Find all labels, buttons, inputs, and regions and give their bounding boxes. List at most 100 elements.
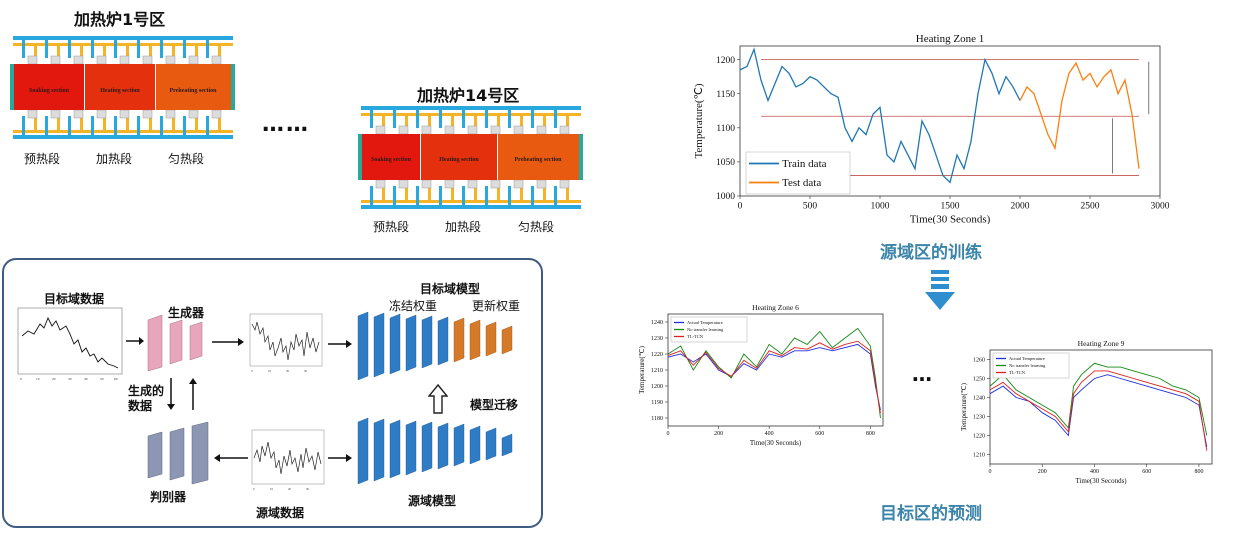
x-tick-label: 0	[989, 469, 992, 475]
y-tick-label: 1210	[651, 368, 663, 374]
furnace14-label-1: 加热段	[445, 220, 482, 234]
chart-title: Heating Zone 6	[752, 303, 799, 312]
furnace1-label-1: 加热段	[96, 152, 133, 166]
chart-heating-zone-9: Heating Zone 9 0 200 400 600 800 1210 1220 1230 1…	[960, 339, 1213, 485]
svg-text:0: 0	[251, 369, 253, 373]
target-model-blocks	[357, 311, 513, 380]
chart-title: Heating Zone 9	[1078, 339, 1125, 348]
y-tick-label: 1250	[973, 377, 985, 383]
svg-text:20: 20	[288, 487, 292, 491]
y-tick-label: 1210	[973, 453, 985, 459]
generator-blocks	[147, 314, 203, 372]
y-tick-label: 1150	[716, 90, 735, 100]
legend-box	[745, 151, 851, 195]
svg-text:10: 10	[36, 377, 40, 381]
furnace1-title: 加热炉1号区	[74, 10, 166, 29]
y-axis-label: Temperature(℃)	[693, 83, 705, 158]
y-tick-label: 1240	[973, 396, 985, 402]
legend-entry: TL-TCN	[687, 334, 704, 339]
y-axis-label: Temperature(℃)	[638, 345, 646, 393]
x-tick-label: 1500	[941, 202, 960, 212]
x-tick-label: 0	[667, 431, 670, 437]
series-line-no-transfer-learning	[989, 362, 1208, 436]
svg-text:50: 50	[100, 377, 104, 381]
furnace14-title: 加热炉14号区	[417, 86, 520, 105]
svg-text:30: 30	[306, 487, 310, 491]
svg-text:10: 10	[270, 487, 274, 491]
x-tick-label: 1000	[871, 202, 890, 212]
discriminator-blocks	[147, 421, 209, 485]
x-tick-label: 600	[815, 431, 824, 437]
legend-entry: No transfer learning	[687, 327, 724, 332]
y-tick-label: 1230	[973, 415, 985, 421]
furnace14-preheating-label: Preheating section	[514, 157, 562, 163]
source-data-label: 源域数据	[256, 506, 305, 520]
series-line-train-data	[739, 47, 1021, 184]
furnace14-soaking-label: Soaking section	[371, 157, 412, 163]
generator-label: 生成器	[168, 306, 205, 320]
furnace14-diagram: Soaking section Heating section Preheati…	[358, 106, 583, 209]
x-tick-label: 400	[1090, 469, 1099, 475]
x-tick-label: 400	[765, 431, 774, 437]
furnace1-soaking-label: Soaking section	[29, 88, 70, 94]
x-axis-label: Time(30 Seconds)	[910, 214, 991, 225]
y-tick-label: 1200	[651, 384, 663, 390]
down-arrow-icon	[925, 270, 955, 310]
arrow-down-1	[167, 378, 175, 410]
legend-entry: Actual Temperature	[687, 320, 723, 325]
updated-weights-label: 更新权重	[472, 299, 521, 313]
arrow-up-1	[189, 378, 197, 410]
model-transfer-label: 模型迁移	[470, 398, 519, 412]
generated-data-line2: 数据	[128, 399, 153, 413]
transfer-framework-panel	[2, 258, 543, 528]
furnace1-preheating-label: Preheating section	[169, 88, 217, 94]
series-line-tl-tcn	[667, 340, 881, 414]
target-prediction-title: 目标区的预测	[880, 504, 982, 524]
chart-title: Heating Zone 1	[916, 33, 984, 45]
arrow-right-3	[328, 340, 352, 348]
y-tick-label: 1260	[973, 358, 985, 364]
legend-entry: Train data	[782, 158, 827, 170]
svg-text:60: 60	[114, 377, 118, 381]
source-data-plot: 0 10 20 30	[251, 429, 325, 491]
series-line-tl-tcn	[989, 370, 1208, 451]
generated-data-line1: 生成的	[128, 384, 165, 398]
svg-text:20: 20	[286, 369, 290, 373]
y-tick-label: 1220	[973, 434, 985, 440]
x-tick-label: 2000	[1011, 202, 1030, 212]
y-tick-label: 1230	[651, 336, 663, 342]
generated-data-plot: 0 10 20 30	[249, 313, 323, 373]
frozen-weights-label: 冻结权重	[389, 299, 438, 313]
arrow-right-2	[212, 338, 244, 346]
svg-text:10: 10	[268, 369, 272, 373]
legend-entry: No transfer learning	[1009, 363, 1046, 368]
legend-entry: Test data	[782, 177, 821, 189]
series-line-test-data	[1019, 61, 1140, 169]
discriminator-label: 判别器	[150, 490, 187, 504]
furnace14-label-0: 预热段	[373, 220, 410, 234]
svg-text:0: 0	[20, 377, 22, 381]
svg-text:40: 40	[84, 377, 88, 381]
y-tick-label: 1190	[651, 400, 663, 406]
chart-heating-zone-1: Heating Zone 1 0 500 1000 1500 2000 2500 3000 10…	[693, 33, 1170, 225]
series-line-actual-temperature	[667, 343, 881, 411]
y-tick-label: 1050	[716, 158, 735, 168]
arrow-right-4	[328, 454, 352, 462]
furnace1-diagram: Soaking section Heating section Preheati…	[10, 36, 235, 139]
y-tick-label: 1000	[716, 192, 735, 202]
svg-text:30: 30	[304, 369, 308, 373]
x-tick-label: 2500	[1081, 202, 1100, 212]
arrow-left-1	[214, 454, 248, 462]
y-axis-label: Temperature(℃)	[960, 382, 968, 430]
y-tick-label: 1180	[651, 416, 663, 422]
furnace14-heating-label: Heating section	[439, 157, 479, 163]
svg-text:0: 0	[253, 487, 255, 491]
furnace1-label-2: 匀热段	[168, 152, 205, 166]
arrow-right-1	[126, 337, 144, 345]
legend-entry: TL-TCN	[1009, 370, 1026, 375]
x-axis-label: Time(30 Seconds)	[1075, 477, 1127, 485]
x-axis-label: Time(30 Seconds)	[750, 439, 802, 447]
source-model-blocks	[357, 417, 513, 484]
target-data-plot: 0 10 20 30 40 50 60	[17, 307, 123, 381]
legend-entry: Actual Temperature	[1009, 356, 1045, 361]
